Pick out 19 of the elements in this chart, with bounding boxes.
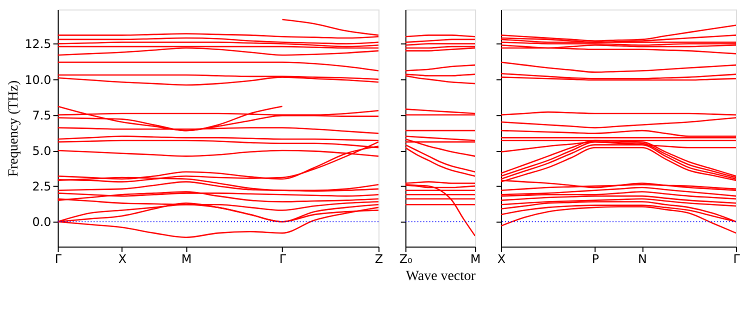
x-tick-label: M (470, 252, 481, 266)
y-tick-label: 2.5 (32, 180, 52, 194)
x-tick-label: P (592, 252, 600, 266)
y-tick-label: 7.5 (32, 108, 52, 122)
y-tick-label: 0.0 (32, 215, 52, 230)
x-tick-label: Z₀ (399, 252, 413, 266)
x-tick-label: Γ (279, 252, 286, 266)
x-tick-label: M (181, 252, 192, 266)
y-tick-label: 12.5 (24, 37, 52, 52)
x-tick-label: Z (374, 252, 384, 266)
x-tick-label: Γ (54, 252, 62, 266)
x-tick-label: N (638, 252, 647, 266)
y-tick-label: 5.0 (32, 144, 52, 158)
x-axis-title: Wave vector (406, 268, 476, 284)
x-tick-label: Γ (733, 252, 740, 266)
y-tick-label: 10.0 (24, 72, 52, 87)
x-tick-label: X (497, 252, 506, 266)
x-tick-label: X (118, 252, 126, 266)
y-axis-title: Frequency (THz) (6, 80, 22, 177)
